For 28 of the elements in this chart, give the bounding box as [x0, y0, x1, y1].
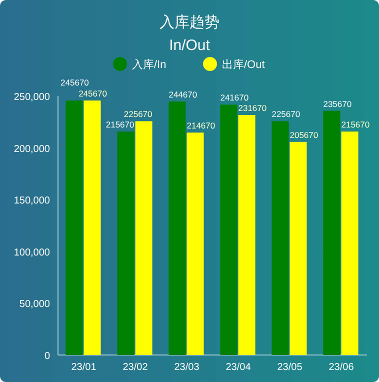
data-label: 214670	[186, 120, 216, 131]
chart-title: 入库趋势	[160, 14, 220, 31]
x-tick-label: 23/03	[174, 362, 200, 373]
data-label: 245670	[60, 77, 90, 88]
chart-subtitle: In/Out	[169, 37, 211, 54]
data-label: 235670	[323, 98, 352, 109]
x-tick-label: 23/01	[71, 362, 97, 373]
x-tick-label: 23/04	[226, 362, 252, 373]
y-tick-label: 250,000	[14, 92, 50, 103]
data-label: 225670	[272, 109, 300, 120]
x-tick-label: 23/06	[328, 362, 354, 373]
legend-label: 入库/In	[132, 58, 166, 71]
y-tick-label: 150,000	[14, 196, 50, 207]
data-label: 241670	[220, 92, 249, 103]
data-label: 205670	[290, 130, 318, 140]
data-label: 215670	[106, 120, 135, 130]
data-label: 245670	[78, 88, 108, 98]
x-tick-label: 23/05	[277, 362, 303, 373]
y-tick-label: 50,000	[19, 299, 50, 310]
legend-label: 出库/Out	[222, 58, 265, 71]
data-label: 225670	[124, 109, 153, 120]
y-tick-label: 0	[44, 351, 50, 362]
y-tick-label: 100,000	[14, 247, 50, 258]
data-label: 244670	[168, 90, 198, 100]
x-tick-label: 23/02	[122, 362, 148, 373]
y-tick-label: 200,000	[14, 144, 50, 155]
data-label: 231670	[238, 102, 267, 113]
data-label: 215670	[341, 120, 370, 130]
